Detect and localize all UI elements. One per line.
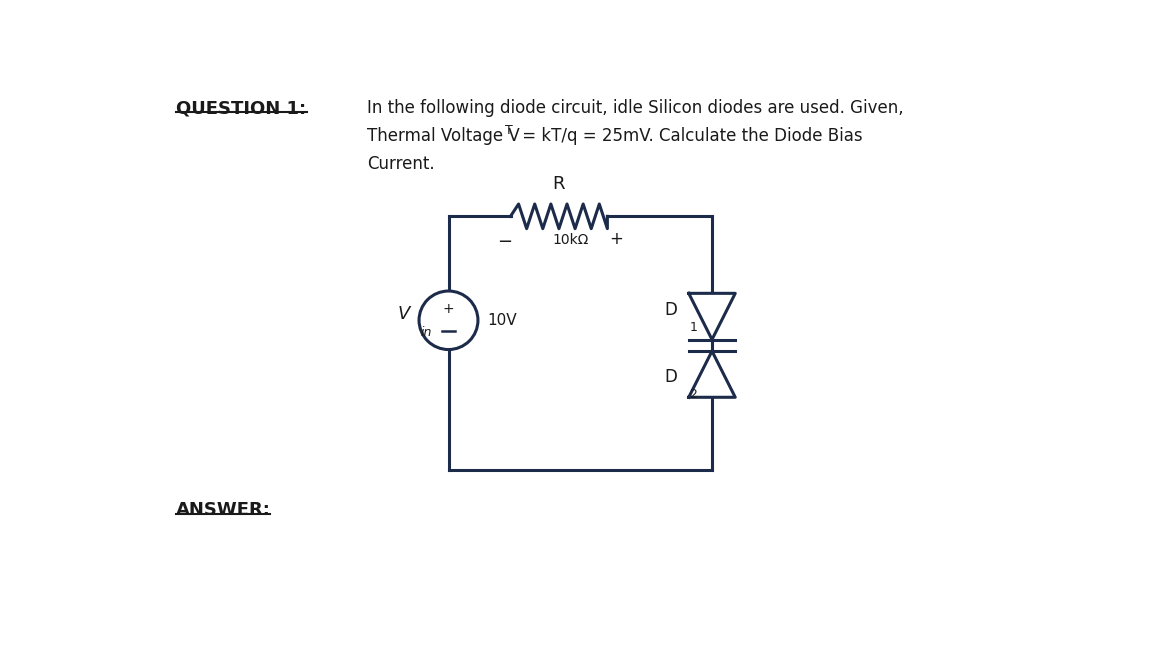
Text: +: + xyxy=(610,230,624,248)
Text: 10V: 10V xyxy=(487,313,517,327)
Text: −: − xyxy=(497,233,511,251)
Text: ANSWER:: ANSWER: xyxy=(176,501,270,519)
Text: Thermal Voltage V: Thermal Voltage V xyxy=(367,127,519,145)
Text: D: D xyxy=(665,368,677,386)
Text: +: + xyxy=(442,303,454,317)
Text: Current.: Current. xyxy=(367,155,435,173)
Text: QUESTION 1:: QUESTION 1: xyxy=(176,99,305,117)
Text: D: D xyxy=(665,301,677,319)
Text: T: T xyxy=(504,124,512,137)
Text: R: R xyxy=(552,175,565,193)
Text: V: V xyxy=(398,305,409,323)
Text: 2: 2 xyxy=(689,388,697,401)
Text: In the following diode circuit, idle Silicon diodes are used. Given,: In the following diode circuit, idle Sil… xyxy=(367,99,903,117)
Text: 10kΩ: 10kΩ xyxy=(552,233,590,247)
Text: = kT/q = 25mV. Calculate the Diode Bias: = kT/q = 25mV. Calculate the Diode Bias xyxy=(517,127,863,145)
Text: 1: 1 xyxy=(689,321,697,334)
Text: in: in xyxy=(420,325,432,339)
